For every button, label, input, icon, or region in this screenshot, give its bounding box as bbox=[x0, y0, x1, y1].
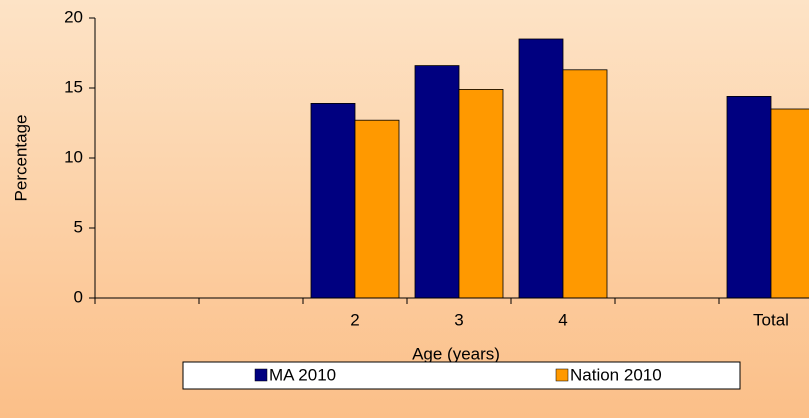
x-tick-label: 4 bbox=[558, 310, 567, 329]
bar bbox=[770, 108, 809, 299]
legend bbox=[182, 361, 741, 390]
y-tick-label: 15 bbox=[64, 77, 83, 96]
y-tick-label: 5 bbox=[74, 217, 83, 236]
bar bbox=[518, 38, 564, 299]
legend-swatch bbox=[254, 368, 268, 382]
x-tick-label: 3 bbox=[454, 310, 463, 329]
bar bbox=[354, 119, 400, 299]
bar bbox=[458, 89, 504, 299]
bar bbox=[562, 69, 608, 299]
y-tick-label: 10 bbox=[64, 147, 83, 166]
x-tick-label: 2 bbox=[350, 310, 359, 329]
bar bbox=[726, 96, 772, 299]
bar bbox=[310, 103, 356, 299]
bar bbox=[414, 65, 460, 299]
y-tick-label: 0 bbox=[74, 287, 83, 306]
y-tick-label: 20 bbox=[64, 7, 83, 26]
legend-label: MA 2010 bbox=[269, 365, 336, 384]
x-axis-label: Age (years) bbox=[412, 344, 500, 363]
legend-swatch bbox=[555, 368, 569, 382]
x-tick-label: Total bbox=[753, 310, 789, 329]
y-axis-label: Percentage bbox=[11, 115, 30, 202]
legend-label: Nation 2010 bbox=[570, 365, 662, 384]
